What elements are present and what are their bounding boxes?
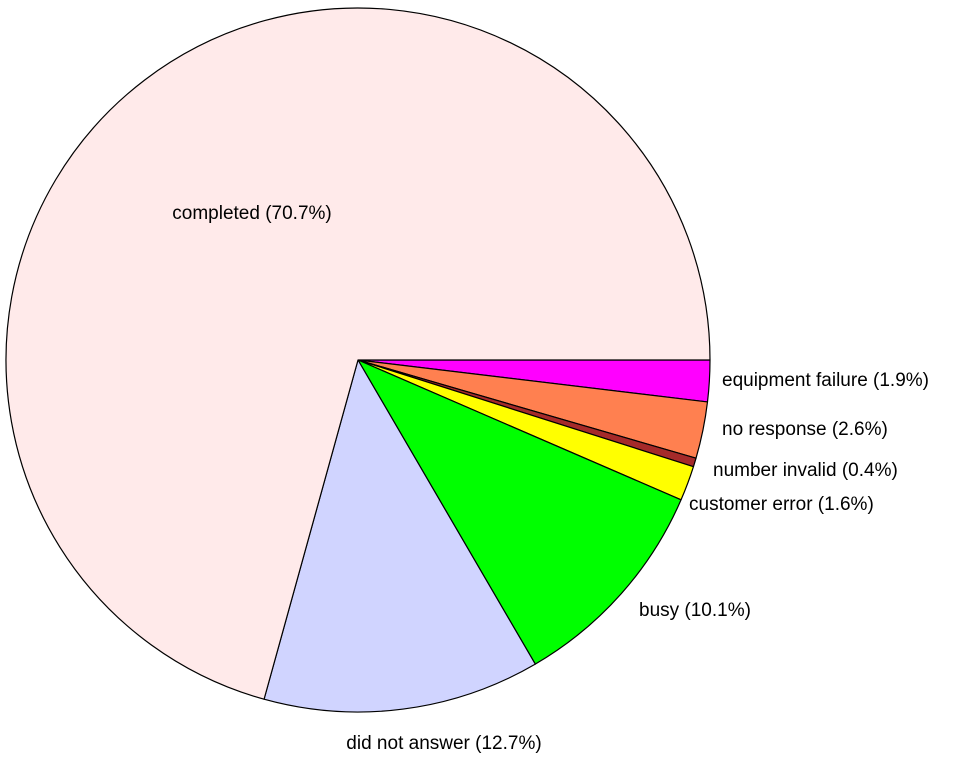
pie-slice-6 bbox=[5, 7, 711, 700]
pie-slice-label-6: completed (70.7%) bbox=[172, 203, 331, 224]
pie-slice-label-5: did not answer (12.7%) bbox=[346, 733, 541, 754]
pie-slices bbox=[5, 7, 711, 713]
pie-labels: equipment failure (1.9%) no response (2.6… bbox=[172, 203, 929, 754]
pie-slice-5 bbox=[263, 359, 536, 713]
pie-slice-label-4: busy (10.1%) bbox=[639, 600, 751, 621]
pie-slice-label-0: equipment failure (1.9%) bbox=[722, 370, 929, 391]
pie-slice-label-3: customer error (1.6%) bbox=[689, 494, 874, 515]
pie-slice-4 bbox=[357, 359, 682, 665]
pie-slice-label-1: no response (2.6%) bbox=[722, 419, 888, 440]
pie-slice-label-2: number invalid (0.4%) bbox=[713, 460, 898, 481]
